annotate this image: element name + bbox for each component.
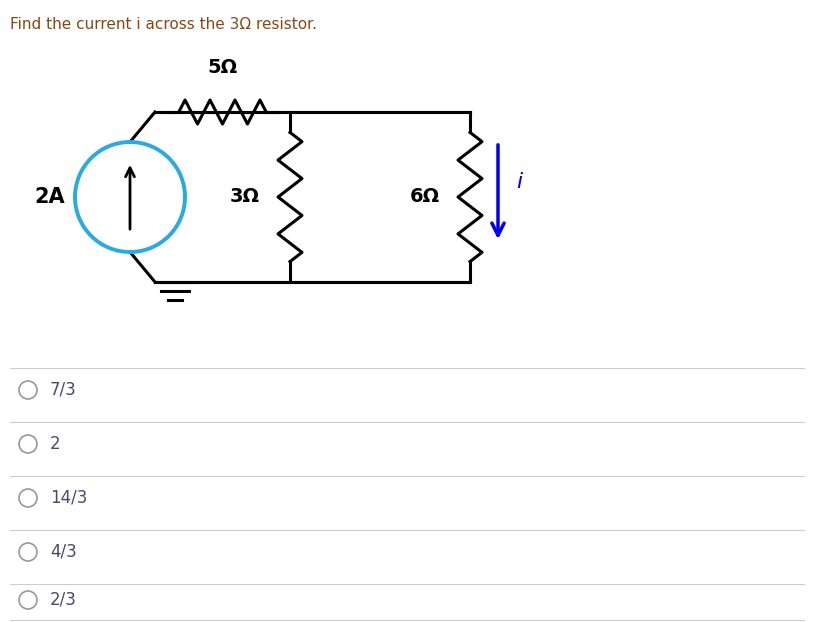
Text: 14/3: 14/3 bbox=[50, 489, 87, 507]
Text: 6Ω: 6Ω bbox=[410, 187, 440, 207]
Text: i: i bbox=[516, 172, 522, 192]
Text: Find the current i across the 3Ω resistor.: Find the current i across the 3Ω resisto… bbox=[10, 17, 317, 32]
Text: 4/3: 4/3 bbox=[50, 543, 77, 561]
Text: 2A: 2A bbox=[34, 187, 65, 207]
Text: 2: 2 bbox=[50, 435, 60, 453]
Text: 7/3: 7/3 bbox=[50, 381, 77, 399]
Text: 3Ω: 3Ω bbox=[230, 187, 260, 207]
Text: 2/3: 2/3 bbox=[50, 591, 77, 609]
Text: 5Ω: 5Ω bbox=[208, 58, 238, 77]
